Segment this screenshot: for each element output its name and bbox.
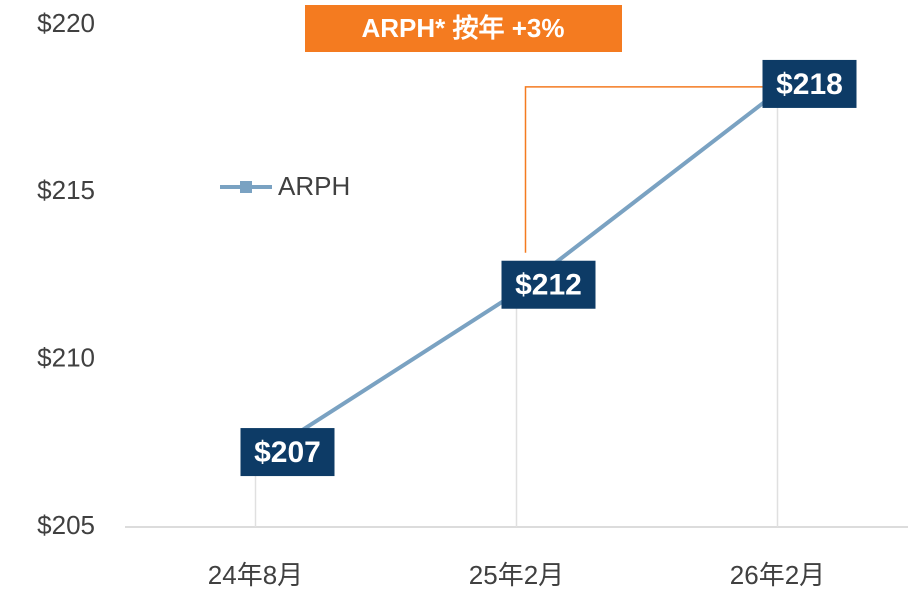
value-label: $218 — [776, 68, 843, 101]
value-label: $207 — [254, 436, 321, 469]
x-tick-label: 25年2月 — [469, 560, 564, 590]
y-tick-label: $215 — [37, 175, 95, 205]
annotation: ARPH* 按年 +3% — [362, 13, 565, 43]
legend-marker — [240, 181, 252, 193]
y-tick-label: $210 — [37, 343, 95, 373]
value-label-box — [240, 428, 335, 477]
legend-label: ARPH — [278, 171, 350, 201]
bracket — [524, 86, 778, 253]
value-label: $212 — [515, 269, 582, 302]
y-tick-label: $220 — [37, 8, 95, 38]
x-tick-label: 24年8月 — [208, 560, 303, 590]
x-tick-label: 26年2月 — [730, 560, 825, 590]
value-label-box — [762, 59, 857, 108]
y-tick-label: $205 — [37, 510, 95, 540]
annotation-box — [305, 5, 622, 52]
value-label-box — [501, 260, 596, 309]
